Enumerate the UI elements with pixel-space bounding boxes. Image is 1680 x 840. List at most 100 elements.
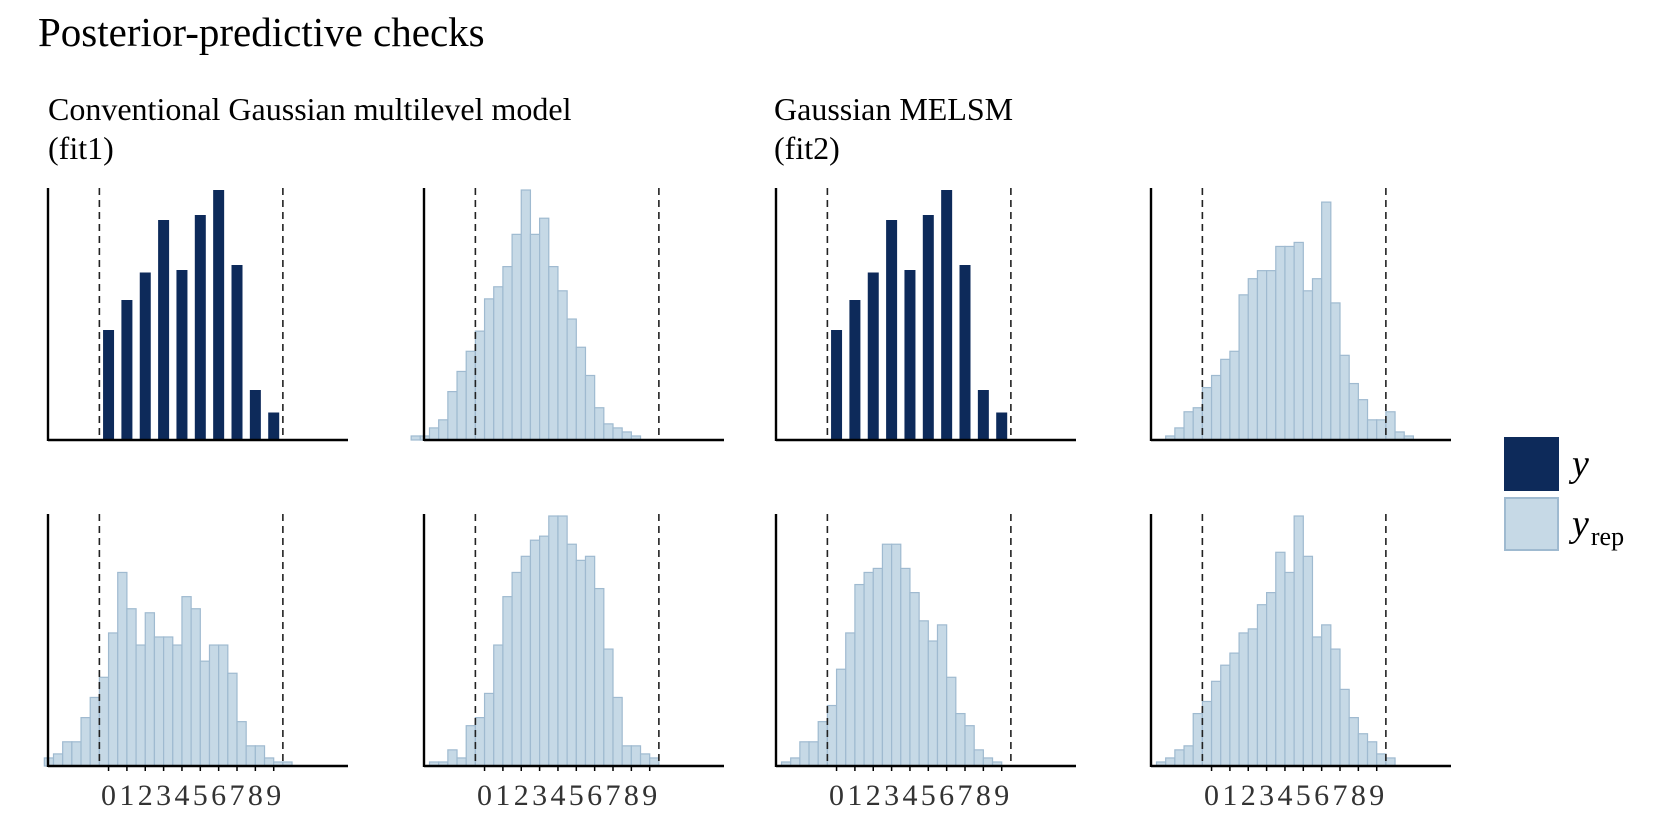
bar-yrep [89,696,100,767]
x-tick-label: 5 [921,779,936,812]
x-tick-label: 9 [266,779,281,812]
group-title-line1: Gaussian MELSM [774,91,1014,127]
bar-yrep [891,543,902,767]
bar-yrep [630,745,642,767]
bar-yrep [1330,302,1341,441]
bar-yrep [1385,411,1396,441]
bar-yrep [973,749,984,767]
group-title-line2: (fit1) [48,130,114,166]
x-tick-label: 0 [101,779,116,812]
bar-y [103,330,115,440]
x-tick-label: 8 [976,779,991,812]
panel-4 [1149,188,1451,442]
x-tick-label: 8 [1351,779,1366,812]
x-tick-label: 8 [624,779,639,812]
bar-yrep [71,741,82,767]
bar-yrep [52,753,64,767]
bar-yrep [1348,717,1359,767]
bar-yrep [790,757,801,767]
bar-y [194,215,206,440]
bar-yrep [447,749,458,767]
x-tick-label: 4 [550,779,565,812]
bar-y [176,270,188,440]
bar-yrep [410,435,421,441]
x-tick-label: 1 [119,779,134,812]
bar-yrep [1238,294,1249,441]
bar-yrep [881,543,893,767]
bar-yrep [1339,354,1350,441]
bar-yrep [612,696,623,767]
bar-yrep [1256,604,1268,767]
bar-yrep [594,587,605,767]
bar-yrep [511,571,522,767]
bar-yrep [199,660,211,767]
bar-y [849,300,861,440]
bar-yrep [1330,648,1341,767]
bar-yrep [900,567,911,767]
bar-y [959,265,971,440]
bar-y [139,272,151,440]
bar-yrep [1302,555,1314,767]
x-tick-label: 7 [230,779,245,812]
bar-yrep [584,555,596,767]
x-tick-label: 6 [1314,779,1329,812]
bar-yrep [1247,278,1259,441]
bar-yrep [982,757,994,767]
bar-yrep [946,676,957,767]
bar-yrep [621,431,632,441]
bar-yrep [872,567,884,767]
bar-yrep [835,668,847,767]
x-tick-label: 5 [569,779,584,812]
legend-label-y: y [1572,443,1589,485]
bar-yrep [557,290,568,441]
bar-yrep [1302,290,1314,441]
bar-yrep [163,636,174,767]
bar-yrep [1339,688,1350,767]
bar-yrep [1247,628,1259,767]
bar-yrep [1394,431,1405,441]
bar-yrep [493,286,504,441]
bar-yrep [539,217,550,441]
bar-y [867,272,879,440]
bar-y [886,220,898,440]
x-tick-label: 6 [587,779,602,812]
bar-yrep [465,350,476,441]
bar-y [268,412,280,440]
bar-yrep [854,583,865,767]
bar-y [121,300,133,440]
bar-yrep [845,632,856,767]
panel-2 [410,188,724,442]
bar-yrep [955,712,966,767]
bar-yrep [456,370,467,441]
bar-yrep [909,592,920,767]
bar-yrep [245,745,256,767]
bar-yrep [438,419,449,441]
bar-yrep [964,725,975,767]
bar-yrep [603,648,614,767]
bar-yrep [520,189,532,441]
bar-y [996,412,1008,440]
x-tick-label: 2 [866,779,881,812]
bar-yrep [1256,270,1268,441]
bar-yrep [529,233,541,441]
bar-yrep [1311,636,1323,767]
x-tick-label: 2 [514,779,529,812]
bar-yrep [1183,411,1194,441]
legend-swatch-yrep [1504,497,1559,551]
x-tick-label: 9 [1369,779,1384,812]
bar-yrep [584,374,596,441]
bar-yrep [1229,652,1240,767]
bar-yrep [98,676,110,767]
bar-yrep [144,612,156,767]
bar-yrep [594,407,605,441]
bar-yrep [135,644,146,767]
bar-yrep [1220,358,1231,441]
bar-yrep [863,571,874,767]
bar-yrep [566,318,577,441]
bar-y [977,390,989,440]
bar-yrep [1266,592,1277,767]
bar-yrep [254,745,266,767]
